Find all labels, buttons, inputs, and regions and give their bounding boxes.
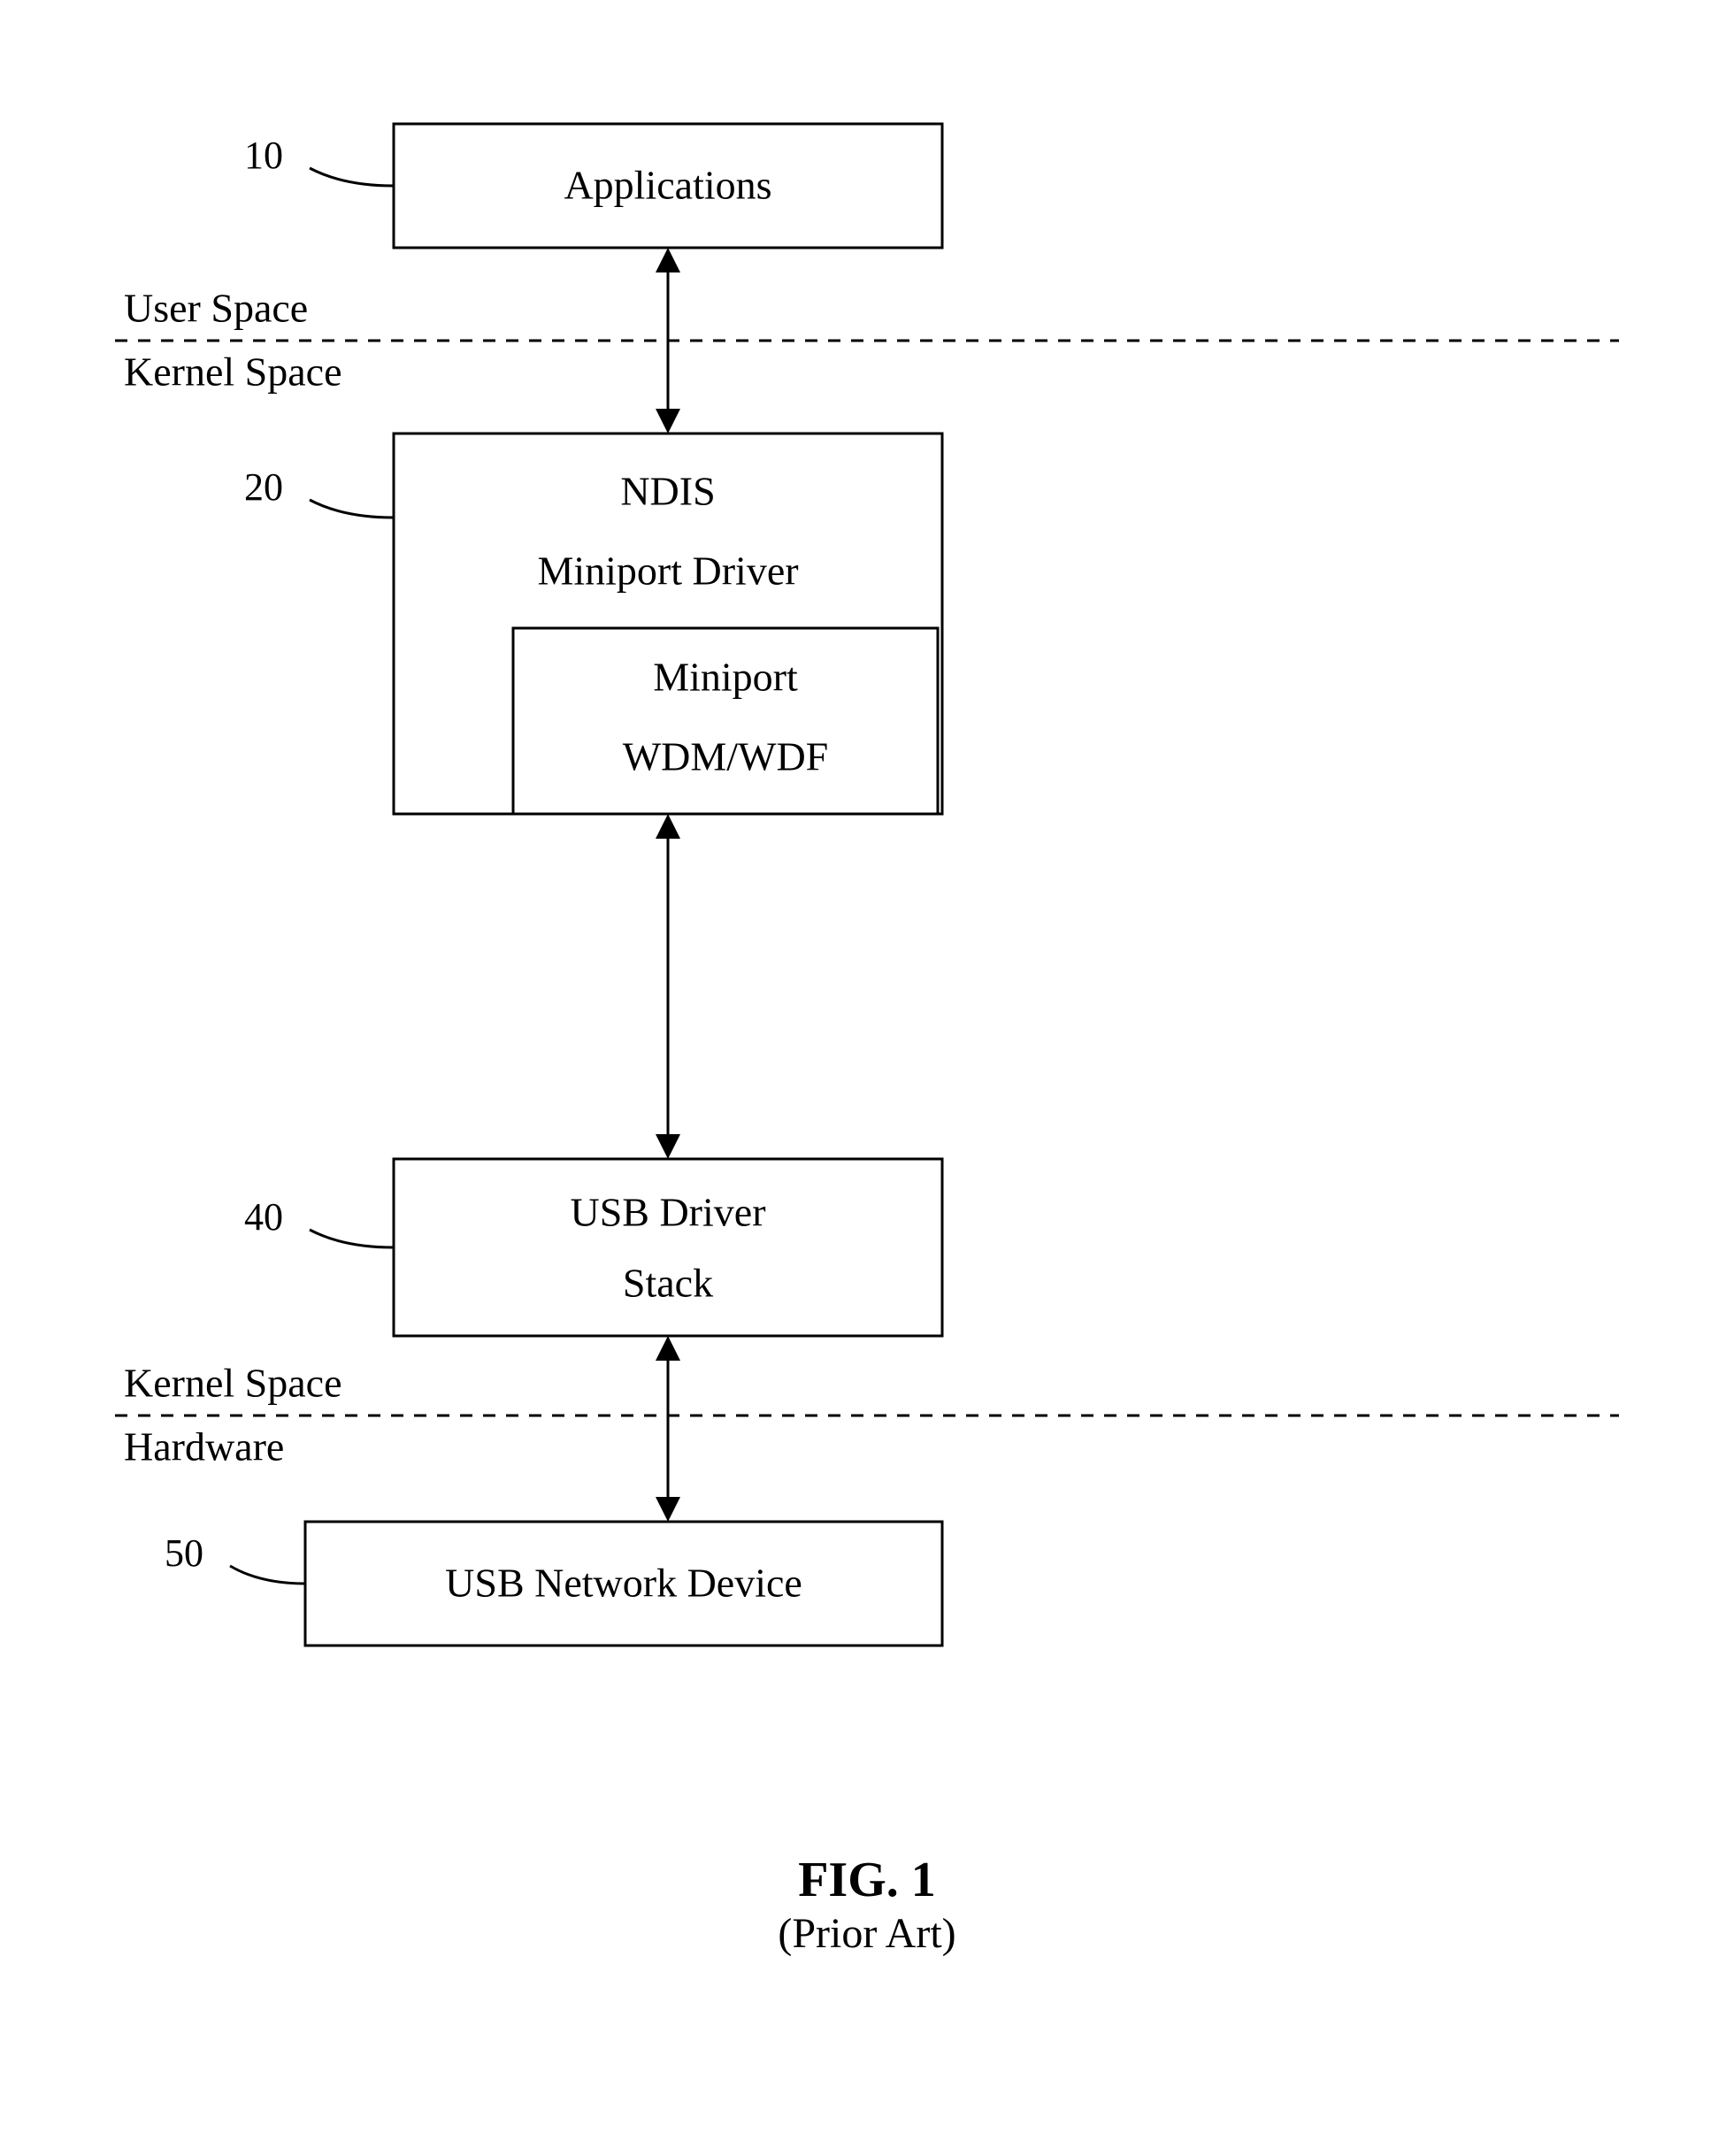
svg-text:USB Network Device: USB Network Device: [445, 1561, 802, 1606]
svg-text:Hardware: Hardware: [124, 1424, 284, 1469]
diagram-canvas: User Space Kernel Space Kernel Space Hardwa…: [0, 0, 1734, 2156]
svg-text:WDM/WDF: WDM/WDF: [623, 734, 829, 779]
svg-text:Applications: Applications: [564, 163, 771, 208]
svg-text:Kernel Space: Kernel Space: [124, 1361, 342, 1406]
svg-text:40: 40: [244, 1195, 283, 1239]
svg-text:Kernel Space: Kernel Space: [124, 349, 342, 395]
svg-text:USB Driver: USB Driver: [570, 1190, 765, 1235]
svg-text:User Space: User Space: [124, 286, 308, 331]
svg-text:(Prior Art): (Prior Art): [778, 1910, 955, 1957]
svg-text:FIG. 1: FIG. 1: [798, 1853, 936, 1907]
svg-text:20: 20: [244, 465, 283, 509]
svg-text:50: 50: [165, 1531, 203, 1575]
svg-text:Miniport: Miniport: [653, 655, 798, 700]
svg-text:NDIS: NDIS: [620, 469, 715, 514]
svg-text:Stack: Stack: [623, 1261, 713, 1306]
svg-text:Miniport Driver: Miniport Driver: [537, 549, 798, 594]
svg-text:10: 10: [244, 134, 283, 177]
